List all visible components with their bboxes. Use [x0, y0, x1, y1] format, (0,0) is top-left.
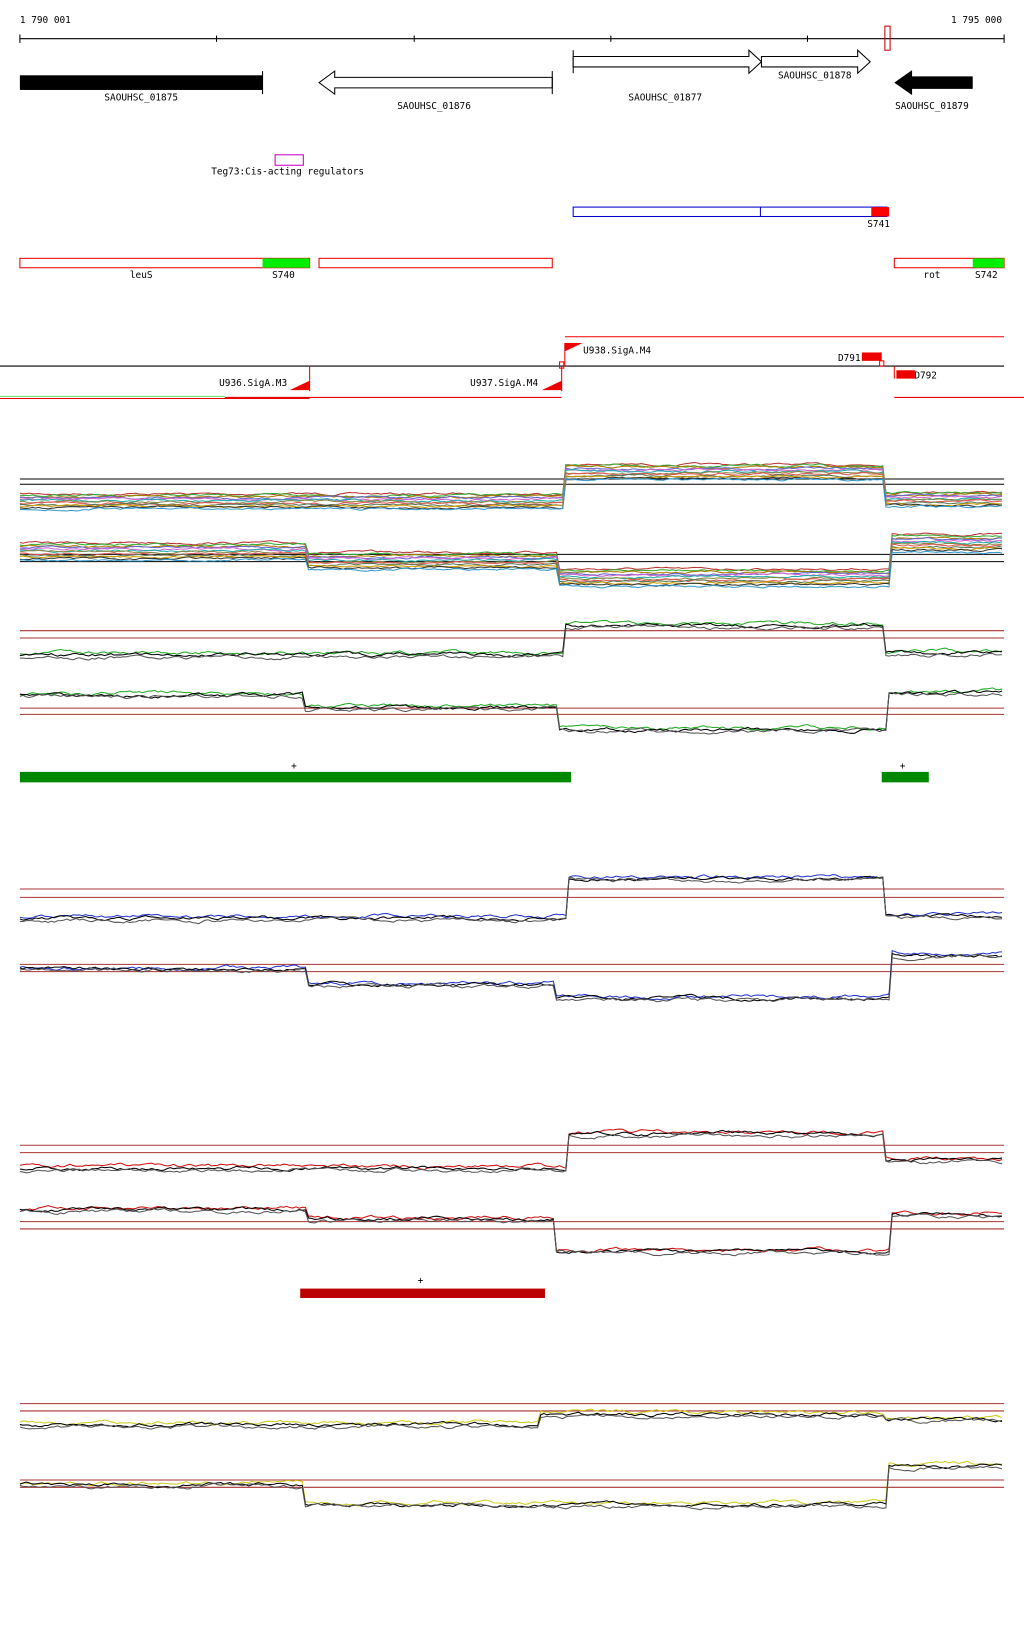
expression-trace — [19, 619, 1003, 656]
expression-trace — [19, 461, 1003, 497]
expression-trace — [19, 474, 1003, 509]
expression-trace — [19, 1206, 1003, 1255]
expression-trace — [19, 473, 1003, 507]
expression-trace — [19, 624, 1003, 661]
gene-label: SAOUHSC_01877 — [628, 92, 702, 103]
gene-label: SAOUHSC_01878 — [778, 70, 852, 81]
segment-label: rot — [923, 270, 940, 281]
expression-trace — [19, 467, 1003, 503]
expression-trace — [19, 1132, 1003, 1174]
expression-trace — [19, 1460, 1003, 1507]
expression-trace — [19, 550, 1003, 589]
promoter-label: U937.SigA.M4 — [470, 378, 538, 389]
promoter-label: U938.SigA.M4 — [583, 346, 651, 357]
condition-mark: + — [900, 761, 906, 772]
condition-bar — [881, 771, 929, 783]
expression-trace — [19, 1207, 1003, 1257]
gene-label: SAOUHSC_01876 — [397, 101, 471, 112]
segment-label: S740 — [272, 270, 295, 281]
expression-trace — [19, 874, 1003, 920]
ruler-ticks — [19, 34, 1005, 43]
expression-trace — [19, 476, 1003, 510]
condition-bar — [19, 771, 572, 783]
expression-trace — [19, 466, 1003, 501]
expression-trace — [19, 1413, 1003, 1430]
expression-trace — [19, 463, 1003, 498]
expression-trace — [19, 1463, 1003, 1509]
expression-trace — [19, 1129, 1003, 1172]
segment-label: leuS — [130, 270, 153, 281]
expression-trace — [19, 547, 1003, 587]
promoter-track — [0, 336, 1024, 400]
expression-traces — [19, 461, 1005, 1511]
expression-trace — [19, 470, 1003, 505]
expression-trace — [19, 545, 1003, 584]
segment-label: S741 — [867, 219, 890, 230]
segment-track — [19, 206, 1005, 269]
gene-label: SAOUHSC_01879 — [895, 101, 969, 112]
ruler-end: 1 795 000 — [951, 15, 1002, 26]
expression-trace — [19, 687, 1003, 731]
condition-mark: + — [418, 1275, 424, 1286]
expression-trace — [19, 477, 1003, 512]
gene-track — [19, 49, 973, 96]
expression-trace — [19, 689, 1003, 734]
locus-marker — [884, 25, 891, 51]
segment-label: S742 — [975, 270, 998, 281]
expression-trace — [19, 875, 1003, 922]
promoter-label: U936.SigA.M3 — [219, 378, 287, 389]
gene-label: SAOUHSC_01875 — [104, 92, 178, 103]
expression-trace — [19, 876, 1003, 925]
expression-trace — [19, 1465, 1003, 1511]
expression-trace — [19, 534, 1003, 573]
expression-trace — [19, 537, 1003, 576]
expression-trace — [19, 539, 1003, 577]
expression-trace — [19, 1128, 1003, 1171]
condition-mark: + — [291, 761, 297, 772]
promoter-label: D791 — [838, 353, 861, 364]
expression-trace — [19, 692, 1003, 735]
condition-bar — [300, 1288, 545, 1298]
regulator-label: Teg73:Cis-acting regulators — [211, 167, 364, 178]
expression-trace — [19, 949, 1003, 1001]
expression-trace — [19, 532, 1003, 572]
expression-trace — [19, 952, 1003, 1002]
ruler-start: 1 790 001 — [20, 15, 71, 26]
expression-trace — [19, 1408, 1003, 1426]
promoter-label: D792 — [914, 371, 937, 382]
expression-trace — [19, 953, 1003, 1003]
regulator-box — [274, 154, 304, 166]
